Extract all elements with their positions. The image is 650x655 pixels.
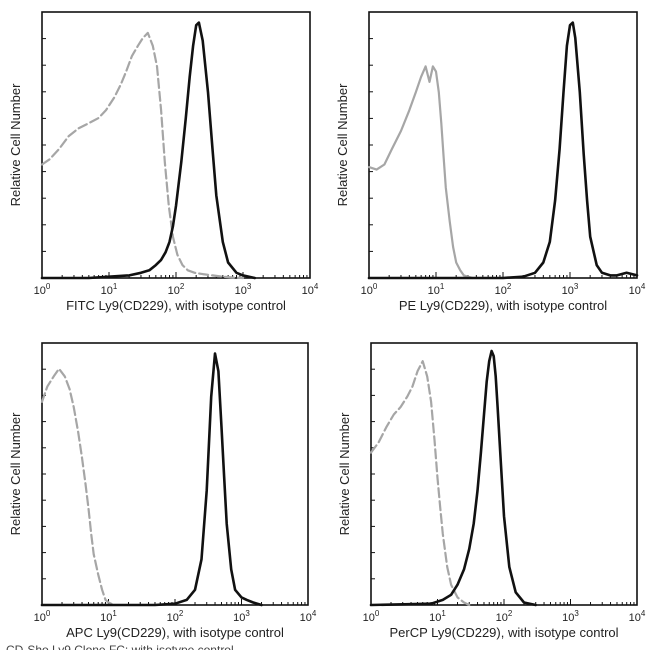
ly9-cd229-histogram xyxy=(40,352,263,607)
plot-frame xyxy=(368,11,638,279)
x-tick-label: 103 xyxy=(562,282,579,297)
isotype-control-histogram xyxy=(40,367,115,607)
x-axis-label: PerCP Ly9(CD229), with isotype control xyxy=(389,625,618,640)
plot-frame xyxy=(41,11,311,279)
x-tick-label: 104 xyxy=(629,282,646,297)
x-tick-label: 102 xyxy=(495,282,512,297)
x-tick-label: 102 xyxy=(496,609,513,624)
y-axis-label: Relative Cell Number xyxy=(335,83,350,206)
chart-panel-fitc: 100 101 102 103 104 FITC Ly9(CD229), with iso… xyxy=(8,11,319,313)
x-tick-label: 104 xyxy=(300,609,317,624)
plot-frame xyxy=(370,342,638,606)
x-tick-label: 102 xyxy=(167,609,184,624)
x-tick-label: 101 xyxy=(428,282,445,297)
x-tick-label: 103 xyxy=(233,609,250,624)
isotype-control-histogram xyxy=(367,65,474,280)
x-tick-label: 100 xyxy=(361,282,378,297)
x-axis-label: PE Ly9(CD229), with isotype control xyxy=(399,298,607,313)
y-axis-label: Relative Cell Number xyxy=(8,83,23,206)
x-tick-label: 101 xyxy=(429,609,446,624)
x-tick-label: 101 xyxy=(100,609,117,624)
x-axis-label: APC Ly9(CD229), with isotype control xyxy=(66,625,284,640)
ly9-cd229-histogram xyxy=(40,21,257,280)
chart-panel-apc: 100 101 102 103 104 APC Ly9(CD229), with isot… xyxy=(8,342,317,640)
y-axis-label: Relative Cell Number xyxy=(337,412,352,535)
ly9-cd229-histogram xyxy=(367,21,639,280)
chart-panel-percp: 100 101 102 103 104 PerCP Ly9(CD229), with is… xyxy=(337,342,646,640)
x-axis-label: FITC Ly9(CD229), with isotype control xyxy=(66,298,286,313)
isotype-control-histogram xyxy=(40,31,245,280)
x-tick-label: 102 xyxy=(168,282,185,297)
footer-fragment: CD-Sho Ly9 Clone FC: with isotype contro… xyxy=(6,643,234,650)
isotype-control-histogram xyxy=(369,360,471,607)
x-tick-label: 103 xyxy=(235,282,252,297)
x-tick-label: 104 xyxy=(302,282,319,297)
x-tick-label: 100 xyxy=(34,609,51,624)
y-axis-label: Relative Cell Number xyxy=(8,412,23,535)
x-tick-label: 101 xyxy=(101,282,118,297)
plot-frame xyxy=(41,342,309,606)
x-tick-label: 100 xyxy=(363,609,380,624)
x-tick-label: 100 xyxy=(34,282,51,297)
chart-panel-pe: 100 101 102 103 104 PE Ly9(CD229), with isoty… xyxy=(335,11,646,313)
x-tick-label: 104 xyxy=(629,609,646,624)
ly9-cd229-histogram xyxy=(369,349,538,607)
x-tick-label: 103 xyxy=(562,609,579,624)
